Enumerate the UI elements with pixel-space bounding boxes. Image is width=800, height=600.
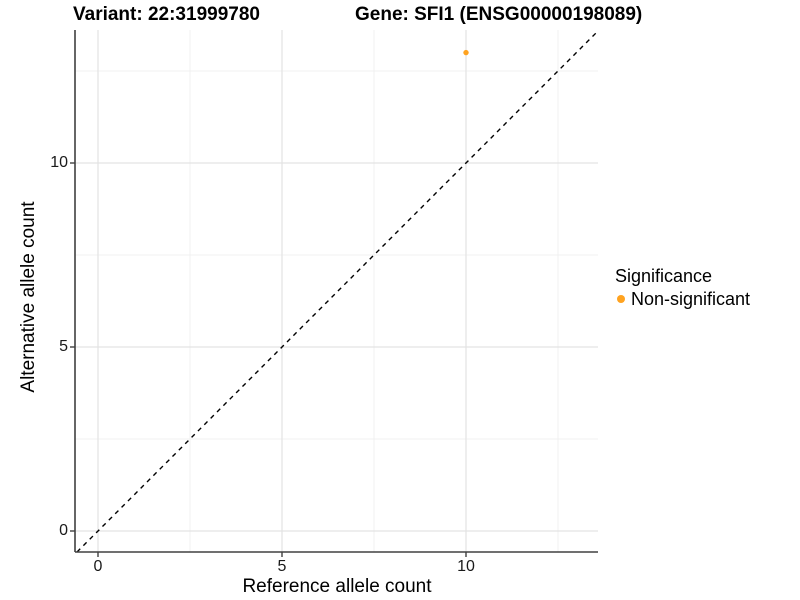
x-tick-label: 10 [457,558,475,575]
y-tick-label: 10 [50,154,68,171]
y-tick-label: 5 [59,338,68,355]
legend-item-label: Non-significant [631,288,751,309]
x-tick-label: 0 [93,558,103,575]
gene-title: Gene: SFI1 (ENSG00000198089) [355,4,643,25]
data-point [463,49,469,56]
variant-title: Variant: 22:31999780 [73,4,260,25]
legend: Significance Non-significant [615,266,750,309]
legend-title: Significance [615,266,713,286]
legend-item: Non-significant [615,289,750,309]
x-axis-title: Reference allele count [242,576,432,597]
y-axis-title: Alternative allele count [18,201,39,393]
legend-dot-icon [617,295,625,303]
y-tick-label: 0 [59,522,68,539]
x-tick-label: 5 [277,558,287,575]
